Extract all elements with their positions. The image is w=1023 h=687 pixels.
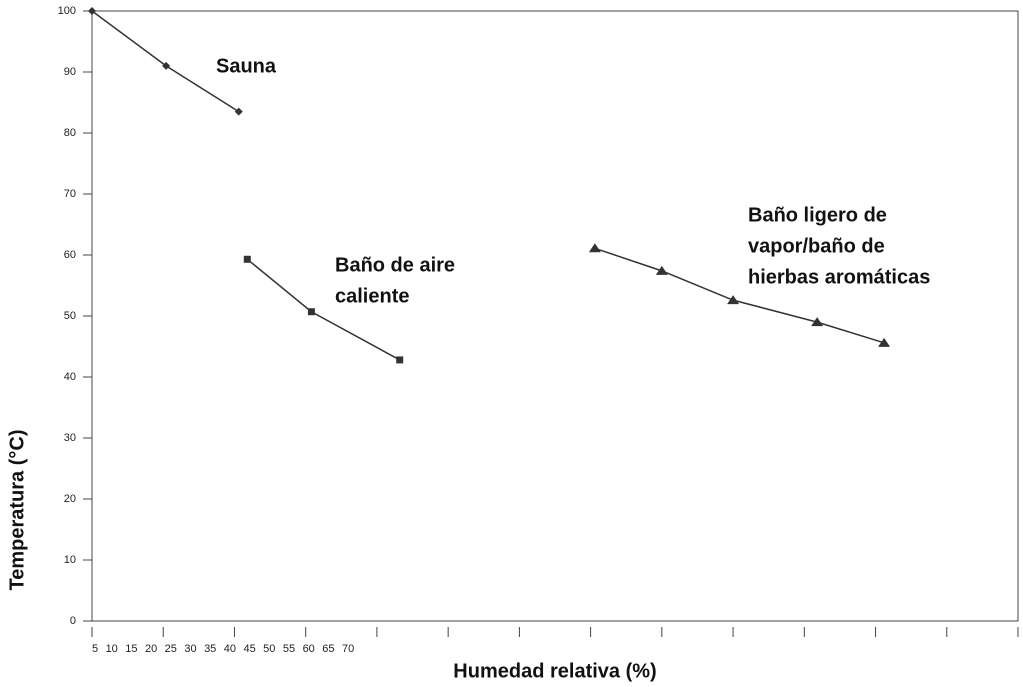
x-tick-label: 55 bbox=[283, 643, 295, 655]
x-tick-label: 10 bbox=[106, 643, 118, 655]
y-tick-label: 70 bbox=[64, 188, 76, 200]
series-label: hierbas aromáticas bbox=[748, 266, 930, 288]
y-tick-label: 0 bbox=[70, 615, 76, 627]
x-axis-title: Humedad relativa (%) bbox=[453, 660, 656, 682]
plot-frame bbox=[91, 10, 1019, 622]
series-label: vapor/baño de bbox=[748, 235, 885, 257]
x-tick-label: 20 bbox=[145, 643, 157, 655]
marker bbox=[162, 61, 171, 70]
y-tick-label: 100 bbox=[58, 5, 76, 17]
y-tick-label: 10 bbox=[64, 554, 76, 566]
series-label: Sauna bbox=[216, 55, 277, 77]
x-tick-label: 60 bbox=[303, 643, 315, 655]
marker bbox=[811, 317, 824, 327]
x-tick-label: 25 bbox=[165, 643, 177, 655]
x-tick-label: 45 bbox=[243, 643, 255, 655]
marker bbox=[234, 107, 243, 116]
y-tick-label: 90 bbox=[64, 66, 76, 78]
y-tick-label: 30 bbox=[64, 432, 76, 444]
marker bbox=[878, 337, 891, 347]
marker bbox=[243, 255, 251, 263]
marker bbox=[588, 243, 601, 253]
marker bbox=[396, 356, 404, 364]
x-tick-label: 15 bbox=[125, 643, 137, 655]
series-label: Baño ligero de bbox=[748, 204, 887, 226]
y-tick-label: 40 bbox=[64, 371, 76, 383]
marker bbox=[727, 295, 740, 305]
y-tick-label: 80 bbox=[64, 127, 76, 139]
marker bbox=[655, 265, 668, 275]
x-tick-label: 35 bbox=[204, 643, 216, 655]
marker bbox=[307, 308, 315, 316]
series-label: caliente bbox=[335, 285, 409, 307]
marker bbox=[88, 7, 96, 15]
x-tick-label: 40 bbox=[224, 643, 236, 655]
x-tick-label: 30 bbox=[184, 643, 196, 655]
y-tick-label: 60 bbox=[64, 249, 76, 261]
series-line bbox=[594, 247, 885, 344]
x-tick-label: 5 bbox=[92, 643, 98, 655]
x-tick-label: 50 bbox=[263, 643, 275, 655]
x-tick-label: 65 bbox=[322, 643, 334, 655]
y-tick-label: 20 bbox=[64, 493, 76, 505]
x-tick-label: 70 bbox=[342, 643, 354, 655]
series-label: Baño de aire bbox=[335, 254, 455, 276]
y-tick-label: 50 bbox=[64, 310, 76, 322]
y-axis-title: Temperatura (°C) bbox=[6, 430, 28, 591]
